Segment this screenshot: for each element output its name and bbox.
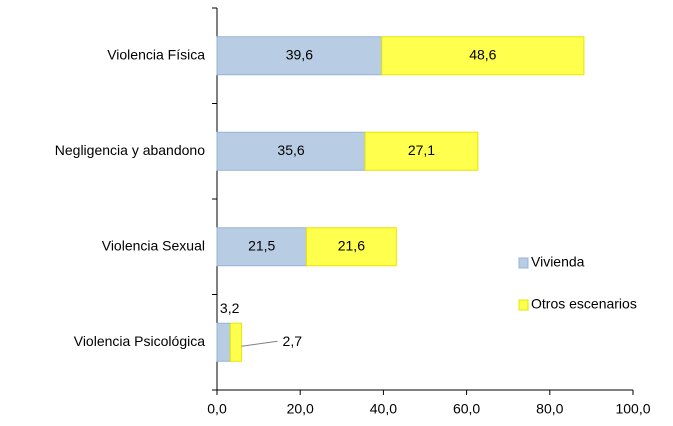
category-label: Violencia Física — [107, 46, 205, 62]
bar-segment — [216, 322, 231, 362]
bar-segment — [381, 36, 585, 76]
data-label: 21,5 — [248, 237, 275, 253]
legend-label: Vivienda — [531, 254, 585, 270]
leader-line — [241, 340, 278, 347]
category-label: Negligencia y abandono — [55, 142, 205, 158]
data-label: 35,6 — [277, 142, 304, 158]
legend-label: Otros escenarios — [531, 296, 637, 312]
x-tick-label: 20,0 — [287, 401, 314, 417]
bar-segment — [216, 227, 307, 267]
legend-swatch — [518, 257, 529, 269]
x-tick-label: 100,0 — [615, 401, 650, 417]
data-label: 27,1 — [408, 142, 435, 158]
x-tick-label: 40,0 — [370, 401, 397, 417]
data-label: 39,6 — [286, 46, 313, 62]
data-label: 48,6 — [469, 46, 496, 62]
legend-swatch — [518, 299, 529, 311]
data-label: 2,7 — [283, 333, 303, 349]
x-tick-label: 0,0 — [207, 401, 227, 417]
bar-segment — [216, 131, 366, 171]
bar-segment — [229, 322, 243, 362]
bar-segment — [305, 227, 397, 267]
bar-segment — [364, 131, 479, 171]
x-tick-label: 60,0 — [453, 401, 480, 417]
data-label: 3,2 — [220, 300, 240, 316]
category-label: Violencia Sexual — [102, 237, 205, 253]
x-tick-label: 80,0 — [536, 401, 563, 417]
data-label: 21,6 — [338, 237, 365, 253]
category-label: Violencia Psicológica — [74, 333, 205, 349]
